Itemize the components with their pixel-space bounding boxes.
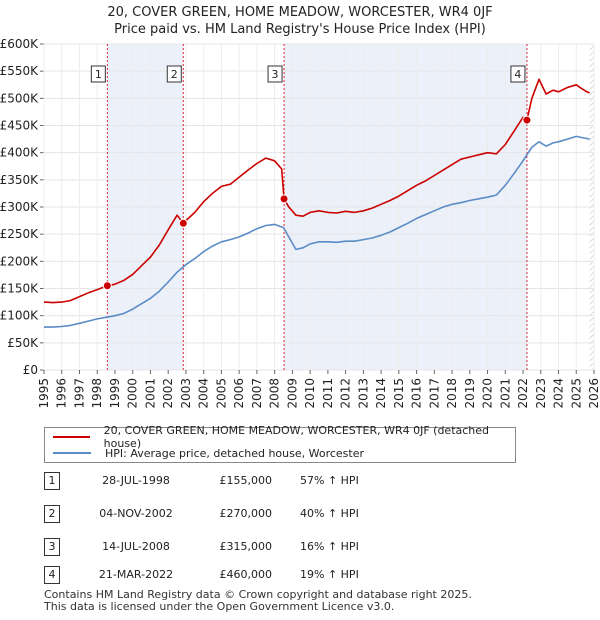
x-tick-label: 2004 (197, 378, 211, 409)
x-tick-label: 1997 (72, 378, 86, 409)
y-tick-label: £300K (0, 200, 39, 214)
sale-number-box (267, 65, 283, 83)
transaction-hpi-change: 57% ↑ HPI (300, 474, 359, 487)
y-tick-label: £600K (0, 37, 39, 51)
y-tick-label: £350K (0, 173, 39, 187)
transaction-hpi-change: 16% ↑ HPI (300, 540, 359, 553)
sale-number-label: 2 (171, 68, 178, 81)
legend: 20, COVER GREEN, HOME MEADOW, WORCESTER,… (44, 424, 516, 463)
y-tick-label: £550K (0, 64, 39, 78)
hpi-line-swatch (53, 452, 91, 454)
x-tick-label: 2020 (481, 378, 495, 409)
y-tick-label: £150K (0, 282, 39, 296)
footer-attribution: Contains HM Land Registry data © Crown c… (44, 589, 472, 613)
transaction-row: 1 28-JUL-1998 £155,000 57% ↑ HPI (0, 472, 600, 492)
x-tick-label: 2026 (587, 378, 600, 409)
transaction-price: £315,000 (219, 540, 273, 553)
transaction-row: 2 04-NOV-2002 £270,000 40% ↑ HPI (0, 505, 600, 525)
x-tick-label: 2005 (214, 378, 228, 409)
transaction-price: £155,000 (219, 474, 273, 487)
sale-number-box (90, 65, 106, 83)
sale-number-box (166, 65, 182, 83)
sale-number-box (510, 65, 526, 83)
x-tick-label: 2025 (569, 378, 583, 409)
x-tick-label: 2011 (321, 378, 335, 409)
y-tick-label: £100K (0, 309, 39, 323)
x-tick-label: 2018 (445, 378, 459, 409)
property-price-line (43, 78, 590, 304)
x-tick-label: 2006 (232, 378, 246, 409)
sale-point (102, 281, 112, 291)
transaction-marker-number: 3 (44, 538, 60, 556)
x-tick-label: 2023 (534, 378, 548, 409)
x-tick-label: 2021 (498, 378, 512, 409)
transaction-date: 04-NOV-2002 (99, 507, 173, 520)
sale-point (279, 194, 289, 204)
property-line-swatch (53, 436, 90, 438)
x-tick-label: 1995 (37, 378, 51, 409)
y-tick-label: £200K (0, 254, 39, 268)
x-tick-label: 2007 (250, 378, 264, 409)
legend-label-hpi: HPI: Average price, detached house, Worc… (105, 446, 365, 460)
x-tick-label: 1996 (55, 378, 69, 409)
x-tick-label: 2016 (410, 378, 424, 409)
transaction-marker-number: 4 (44, 566, 60, 584)
sale-point (178, 218, 188, 228)
x-tick-label: 2002 (161, 378, 175, 409)
x-tick-label: 2019 (463, 378, 477, 409)
x-tick-label: 2015 (392, 378, 406, 409)
sale-point (522, 115, 532, 125)
transaction-price: £270,000 (219, 507, 273, 520)
x-tick-label: 2008 (268, 378, 282, 409)
x-tick-label: 2000 (126, 378, 140, 409)
x-tick-label: 1999 (108, 378, 122, 409)
footer-copyright: Contains HM Land Registry data © Crown c… (44, 588, 472, 601)
sale-number-label: 3 (272, 68, 279, 81)
hpi-line (44, 135, 590, 328)
transaction-row: 3 14-JUL-2008 £315,000 16% ↑ HPI (0, 538, 600, 558)
transaction-date: 28-JUL-1998 (102, 474, 170, 487)
y-tick-label: £450K (0, 119, 39, 133)
y-tick-label: £50K (7, 336, 39, 350)
y-tick-label: £400K (0, 146, 39, 160)
transaction-hpi-change: 40% ↑ HPI (300, 507, 359, 520)
y-tick-label: £250K (0, 227, 39, 241)
transaction-row: 4 21-MAR-2022 £460,000 19% ↑ HPI (0, 566, 600, 586)
price-chart: 20, COVER GREEN, HOME MEADOW, WORCESTER,… (0, 5, 600, 409)
x-tick-label: 2014 (374, 378, 388, 409)
chart-title: 20, COVER GREEN, HOME MEADOW, WORCESTER,… (107, 5, 492, 20)
chart-subtitle: Price paid vs. HM Land Registry's House … (114, 22, 486, 37)
transaction-date: 14-JUL-2008 (102, 540, 170, 553)
x-tick-label: 2024 (552, 378, 566, 409)
y-tick-label: £500K (0, 91, 39, 105)
x-tick-label: 2010 (303, 378, 317, 409)
y-tick-label: £0 (23, 363, 38, 377)
sale-number-label: 4 (514, 68, 521, 81)
legend-label-property: 20, COVER GREEN, HOME MEADOW, WORCESTER,… (103, 424, 490, 450)
x-tick-label: 2003 (179, 378, 193, 409)
transaction-hpi-change: 19% ↑ HPI (300, 568, 359, 581)
transaction-marker-number: 2 (44, 505, 60, 523)
x-tick-label: 1998 (90, 378, 104, 409)
sale-number-label: 1 (95, 68, 102, 81)
x-tick-label: 2001 (143, 378, 157, 409)
x-tick-label: 2022 (516, 378, 530, 409)
x-tick-label: 2017 (427, 378, 441, 409)
legend-item-property: 20, COVER GREEN, HOME MEADOW, WORCESTER,… (53, 424, 515, 450)
legend-item-hpi: HPI: Average price, detached house, Worc… (53, 445, 364, 461)
transaction-date: 21-MAR-2022 (98, 568, 174, 581)
x-tick-label: 2013 (356, 378, 370, 409)
transaction-price: £460,000 (219, 568, 273, 581)
footer-licence: This data is licensed under the Open Gov… (44, 600, 395, 613)
transaction-marker-number: 1 (44, 472, 60, 490)
x-tick-label: 2012 (339, 378, 353, 409)
x-tick-label: 2009 (285, 378, 299, 409)
